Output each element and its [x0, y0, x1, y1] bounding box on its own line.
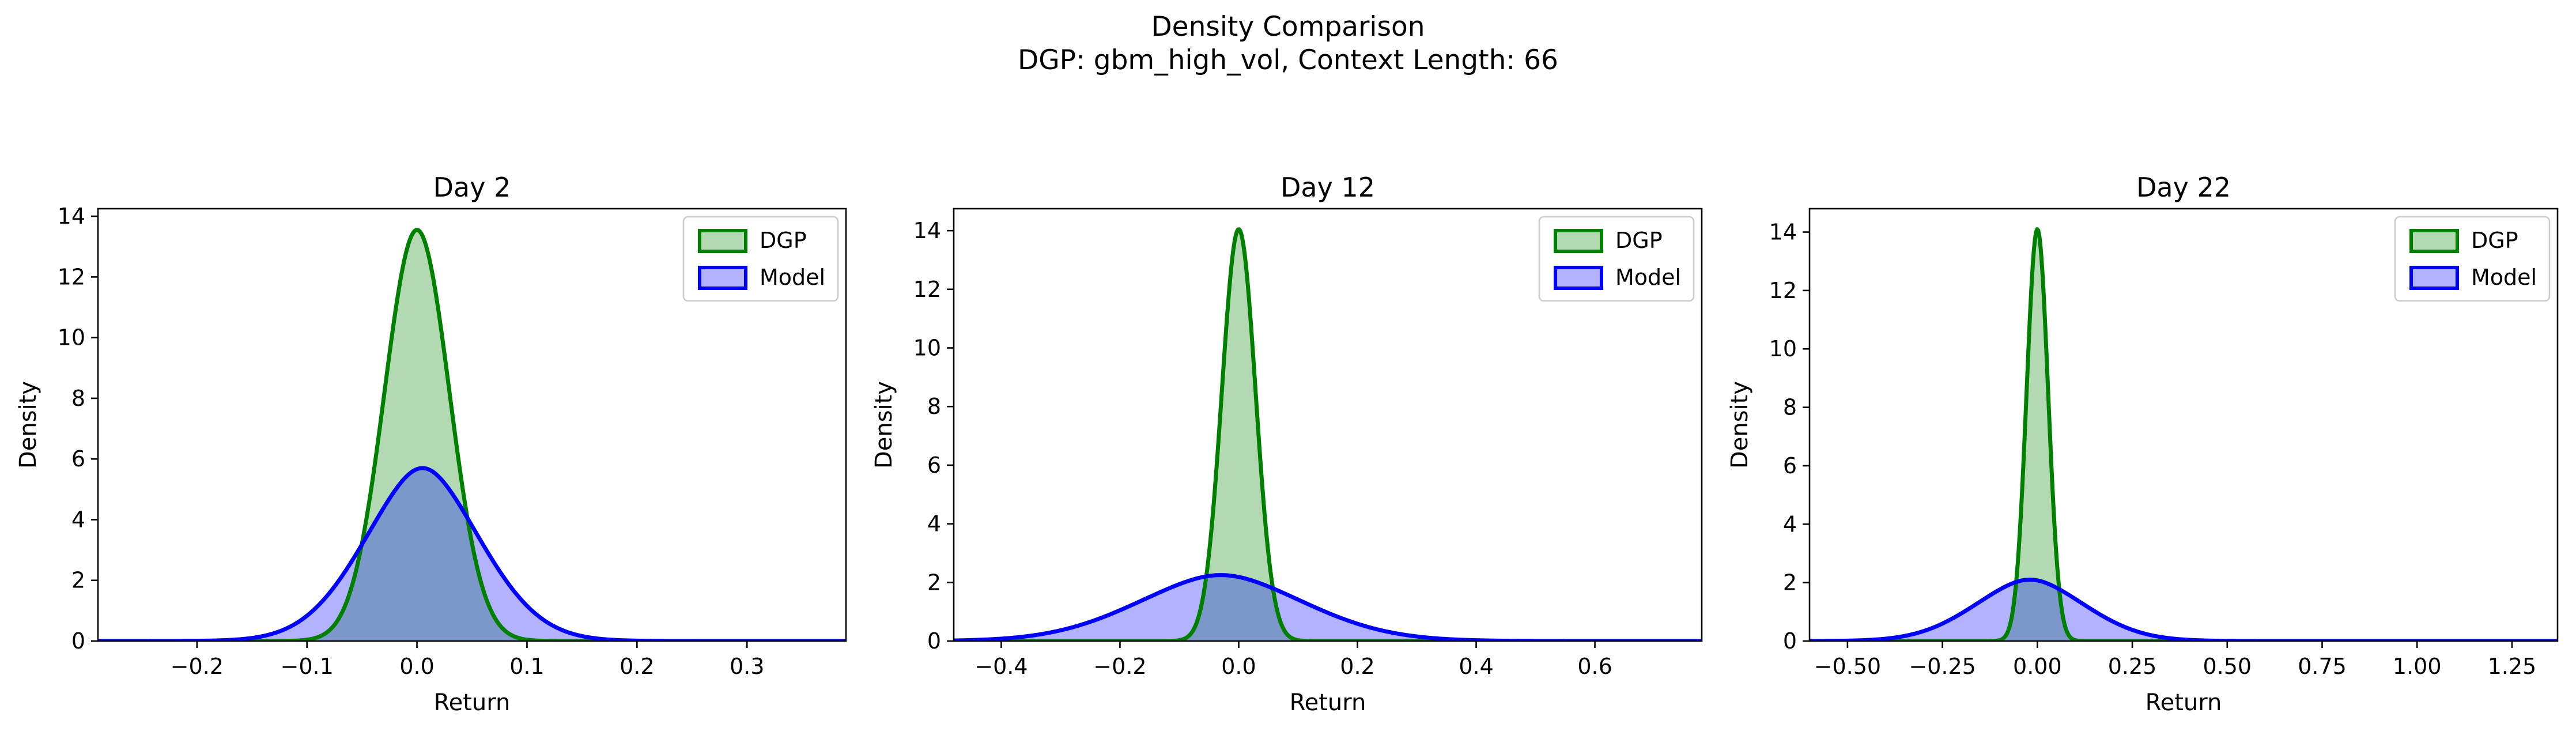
y-tick-label: 8	[927, 394, 941, 419]
x-tick-label: 0.0	[1221, 654, 1256, 679]
legend-label: DGP	[760, 228, 807, 253]
y-tick-label: 4	[71, 507, 85, 532]
model-density-line	[1810, 578, 2558, 641]
legend-label: Model	[2471, 265, 2537, 290]
panel-title: Day 2	[433, 172, 511, 203]
x-tick-label: −0.2	[1093, 654, 1146, 679]
x-axis-label: Return	[2146, 689, 2222, 716]
model-density-area	[1810, 579, 2558, 641]
legend-label: DGP	[2471, 228, 2518, 253]
y-tick-label: 2	[1783, 570, 1797, 595]
y-tick-label: 14	[913, 218, 941, 243]
y-tick-label: 12	[58, 264, 85, 289]
panel-day-0: −0.2 −0.1 0.0 0.1 0.2 0.3 0 2 4 6 8 10 12 14 Day 2 Retu…	[15, 172, 847, 716]
x-tick-label: −0.4	[975, 654, 1028, 679]
dgp-density-line	[98, 228, 846, 641]
axes-frame	[953, 208, 1703, 642]
x-axis-label: Return	[1290, 689, 1366, 716]
figure-title: Density Comparison	[1151, 11, 1425, 43]
panel-day-1: −0.4 −0.2 0.0 0.2 0.4 0.6 0 2 4 6 8 10 12 14 Day 12 Ret…	[871, 172, 1703, 716]
panel-title: Day 12	[1281, 172, 1375, 203]
x-tick-label: 0.50	[2203, 654, 2252, 679]
legend-label: Model	[1615, 265, 1681, 290]
legend: DGP Model	[2394, 216, 2551, 302]
y-tick-label: 6	[1783, 453, 1797, 478]
x-tick-label: 0.2	[620, 654, 654, 679]
figure-subtitle: DGP: gbm_high_vol, Context Length: 66	[1018, 44, 1558, 76]
y-tick-label: 0	[71, 628, 85, 654]
y-tick-label: 10	[913, 336, 941, 361]
legend-swatch-dgp	[1554, 229, 1603, 253]
y-tick-label: 10	[1769, 336, 1797, 361]
y-tick-label: 12	[1769, 278, 1797, 303]
model-density-area	[954, 575, 1702, 641]
legend-swatch-dgp	[2409, 229, 2459, 253]
y-tick-label: 2	[71, 568, 85, 593]
y-tick-label: 8	[71, 386, 85, 411]
legend-label: DGP	[1615, 228, 1663, 253]
x-tick-label: −0.25	[1909, 654, 1976, 679]
x-tick-label: 1.25	[2488, 654, 2537, 679]
x-tick-label: 0.3	[730, 654, 764, 679]
y-tick-label: 4	[927, 511, 941, 537]
legend-swatch-model	[2409, 266, 2459, 290]
y-tick-label: 12	[913, 277, 941, 302]
y-tick-label: 8	[1783, 395, 1797, 420]
legend-swatch-dgp	[698, 229, 747, 253]
y-tick-label: 0	[1783, 628, 1797, 654]
y-axis-label: Density	[15, 381, 41, 469]
x-tick-label: 0.75	[2298, 654, 2347, 679]
y-tick-label: 0	[927, 628, 941, 654]
x-tick-label: 0.00	[2013, 654, 2062, 679]
legend-box	[1538, 216, 1695, 302]
x-tick-label: 0.4	[1459, 654, 1493, 679]
y-tick-label: 14	[58, 203, 85, 229]
y-tick-label: 10	[58, 325, 85, 350]
model-density-area	[98, 468, 846, 641]
x-tick-label: 0.25	[2108, 654, 2157, 679]
legend: DGP Model	[1538, 216, 1695, 302]
x-tick-label: 0.0	[399, 654, 434, 679]
legend-label: Model	[760, 265, 825, 290]
legend: DGP Model	[682, 216, 839, 302]
panel-title: Day 22	[2136, 172, 2231, 203]
y-tick-label: 4	[1783, 511, 1797, 537]
legend-swatch-model	[1554, 266, 1603, 290]
legend-box	[2394, 216, 2551, 302]
y-tick-label: 14	[1769, 220, 1797, 245]
x-tick-label: 0.1	[509, 654, 544, 679]
y-tick-label: 6	[927, 453, 941, 478]
x-tick-label: −0.2	[171, 654, 224, 679]
legend-box	[682, 216, 839, 302]
x-tick-label: 0.6	[1577, 654, 1612, 679]
axes-frame	[1808, 208, 2559, 642]
y-axis-label: Density	[1727, 381, 1753, 469]
legend-swatch-model	[698, 266, 747, 290]
x-tick-label: 1.00	[2393, 654, 2442, 679]
x-axis-label: Return	[434, 689, 511, 716]
panel-day-2: −0.50 −0.25 0.00 0.25 0.50 0.75 1.00 1.25 0 2 4 6 8 1…	[1727, 172, 2559, 716]
x-tick-label: 0.2	[1340, 654, 1374, 679]
y-axis-label: Density	[871, 381, 897, 469]
x-tick-label: −0.1	[281, 654, 334, 679]
y-tick-label: 2	[927, 570, 941, 595]
dgp-density-area	[98, 229, 846, 641]
x-tick-label: −0.50	[1814, 654, 1881, 679]
y-tick-label: 6	[71, 446, 85, 472]
axes-frame	[97, 208, 847, 642]
